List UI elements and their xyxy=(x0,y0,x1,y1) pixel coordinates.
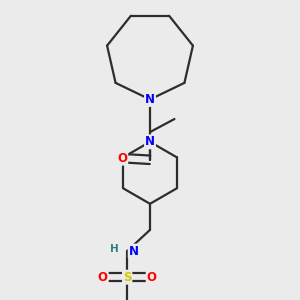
Text: O: O xyxy=(117,152,127,165)
Text: H: H xyxy=(110,244,119,254)
Text: O: O xyxy=(98,271,108,284)
Text: N: N xyxy=(129,244,139,258)
Text: O: O xyxy=(147,271,157,284)
Text: N: N xyxy=(145,135,155,148)
Text: S: S xyxy=(123,271,131,284)
Text: N: N xyxy=(145,93,155,106)
